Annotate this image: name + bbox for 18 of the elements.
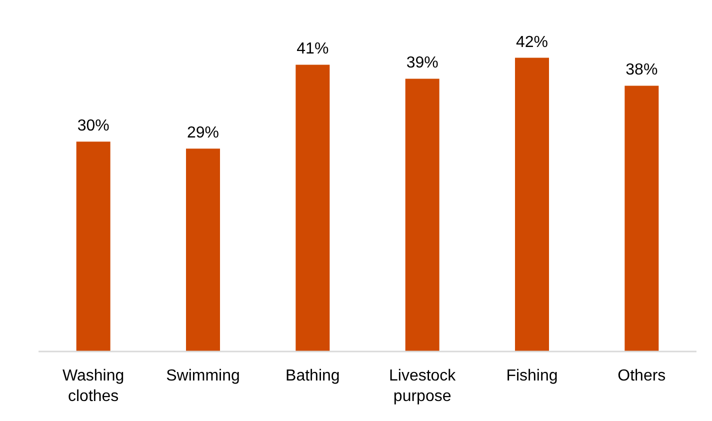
bar — [186, 148, 220, 352]
bar — [515, 58, 549, 352]
data-label: 42% — [516, 34, 548, 51]
bar — [76, 142, 110, 352]
x-tick-label: Bathing — [286, 368, 340, 384]
x-tick-label: Fishing — [506, 368, 558, 384]
data-label: 30% — [77, 118, 110, 135]
data-label: 41% — [296, 40, 329, 58]
x-tick-label: Others — [618, 368, 666, 384]
data-label: 38% — [626, 62, 658, 79]
data-label: 39% — [406, 54, 438, 72]
bar — [405, 78, 440, 352]
data-label: 29% — [186, 124, 220, 142]
bar — [296, 64, 330, 352]
x-tick-label: Livestock purpose — [388, 368, 457, 405]
x-tick-label: Swimming — [166, 368, 240, 384]
x-tick-label: Washing clothes — [62, 368, 124, 405]
bar — [624, 86, 659, 352]
